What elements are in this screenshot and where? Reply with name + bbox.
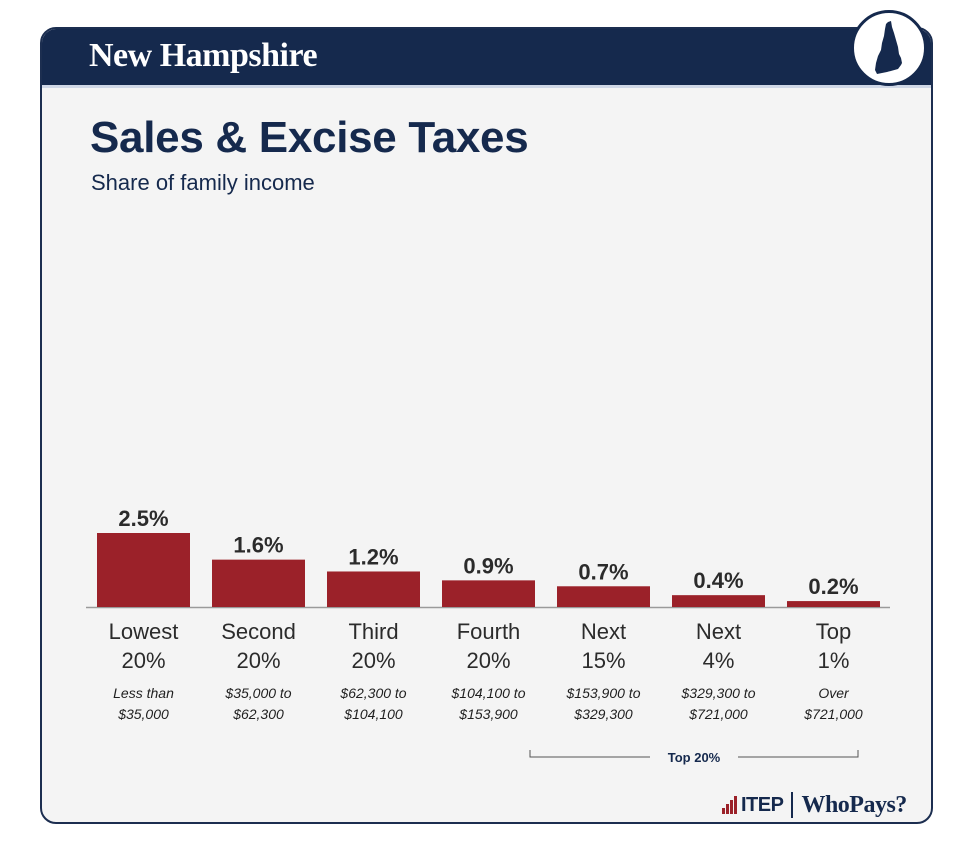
bar [672,595,765,607]
category-label: Next [581,619,626,644]
whopays-label: WhoPays? [801,791,907,818]
income-range-label: Over [818,685,850,701]
category-percent-label: 20% [351,648,395,673]
group-bracket-left [529,750,650,758]
bar [442,580,535,607]
category-percent-label: 20% [466,648,510,673]
income-range-label: $104,100 to [451,685,526,701]
bar-value-label: 1.2% [348,544,398,569]
income-range-label: $329,300 [573,706,633,722]
bar-value-label: 0.2% [808,574,858,599]
category-label: Next [696,619,741,644]
bar-value-label: 0.9% [463,553,513,578]
category-label: Top [816,619,851,644]
bar [212,559,305,607]
bar [557,586,650,607]
income-range-label: $721,000 [803,706,863,722]
new-hampshire-map-icon [851,10,927,86]
state-name: New Hampshire [89,37,318,74]
income-range-label: $35,000 to [224,685,291,701]
income-range-label: $153,900 [458,706,518,722]
category-percent-label: 20% [236,648,280,673]
footer-logo: ITEP WhoPays? [722,790,907,820]
income-range-label: $104,100 [343,706,403,722]
income-range-label: $35,000 [117,706,169,722]
chart-card: New Hampshire [40,27,933,824]
chart-title: Sales & Excise Taxes [90,113,529,162]
bar-value-label: 0.4% [693,568,743,593]
itep-label: ITEP [741,793,784,816]
category-percent-label: 20% [121,648,165,673]
logo-divider [791,792,794,818]
income-range-label: $62,300 to [339,685,406,701]
bar-value-label: 1.6% [233,533,283,558]
income-range-label: $62,300 [232,706,284,722]
header-bar: New Hampshire [42,29,931,88]
income-range-label: $153,900 to [566,685,641,701]
bar [97,533,190,607]
category-label: Third [348,619,398,644]
itep-bars-icon [722,796,738,814]
group-label: Top 20% [668,750,721,765]
chart-subtitle: Share of family income [91,170,315,195]
category-percent-label: 4% [703,648,735,673]
bar-value-label: 0.7% [578,559,628,584]
group-bracket-right [738,750,859,758]
income-range-label: Less than [113,685,174,701]
bar-value-label: 2.5% [118,506,168,531]
category-percent-label: 15% [581,648,625,673]
bar [327,571,420,607]
category-label: Second [221,619,296,644]
income-range-label: $721,000 [688,706,748,722]
bar [787,601,880,607]
category-label: Fourth [457,619,521,644]
income-range-label: $329,300 to [681,685,756,701]
category-percent-label: 1% [818,648,850,673]
category-label: Lowest [109,619,179,644]
